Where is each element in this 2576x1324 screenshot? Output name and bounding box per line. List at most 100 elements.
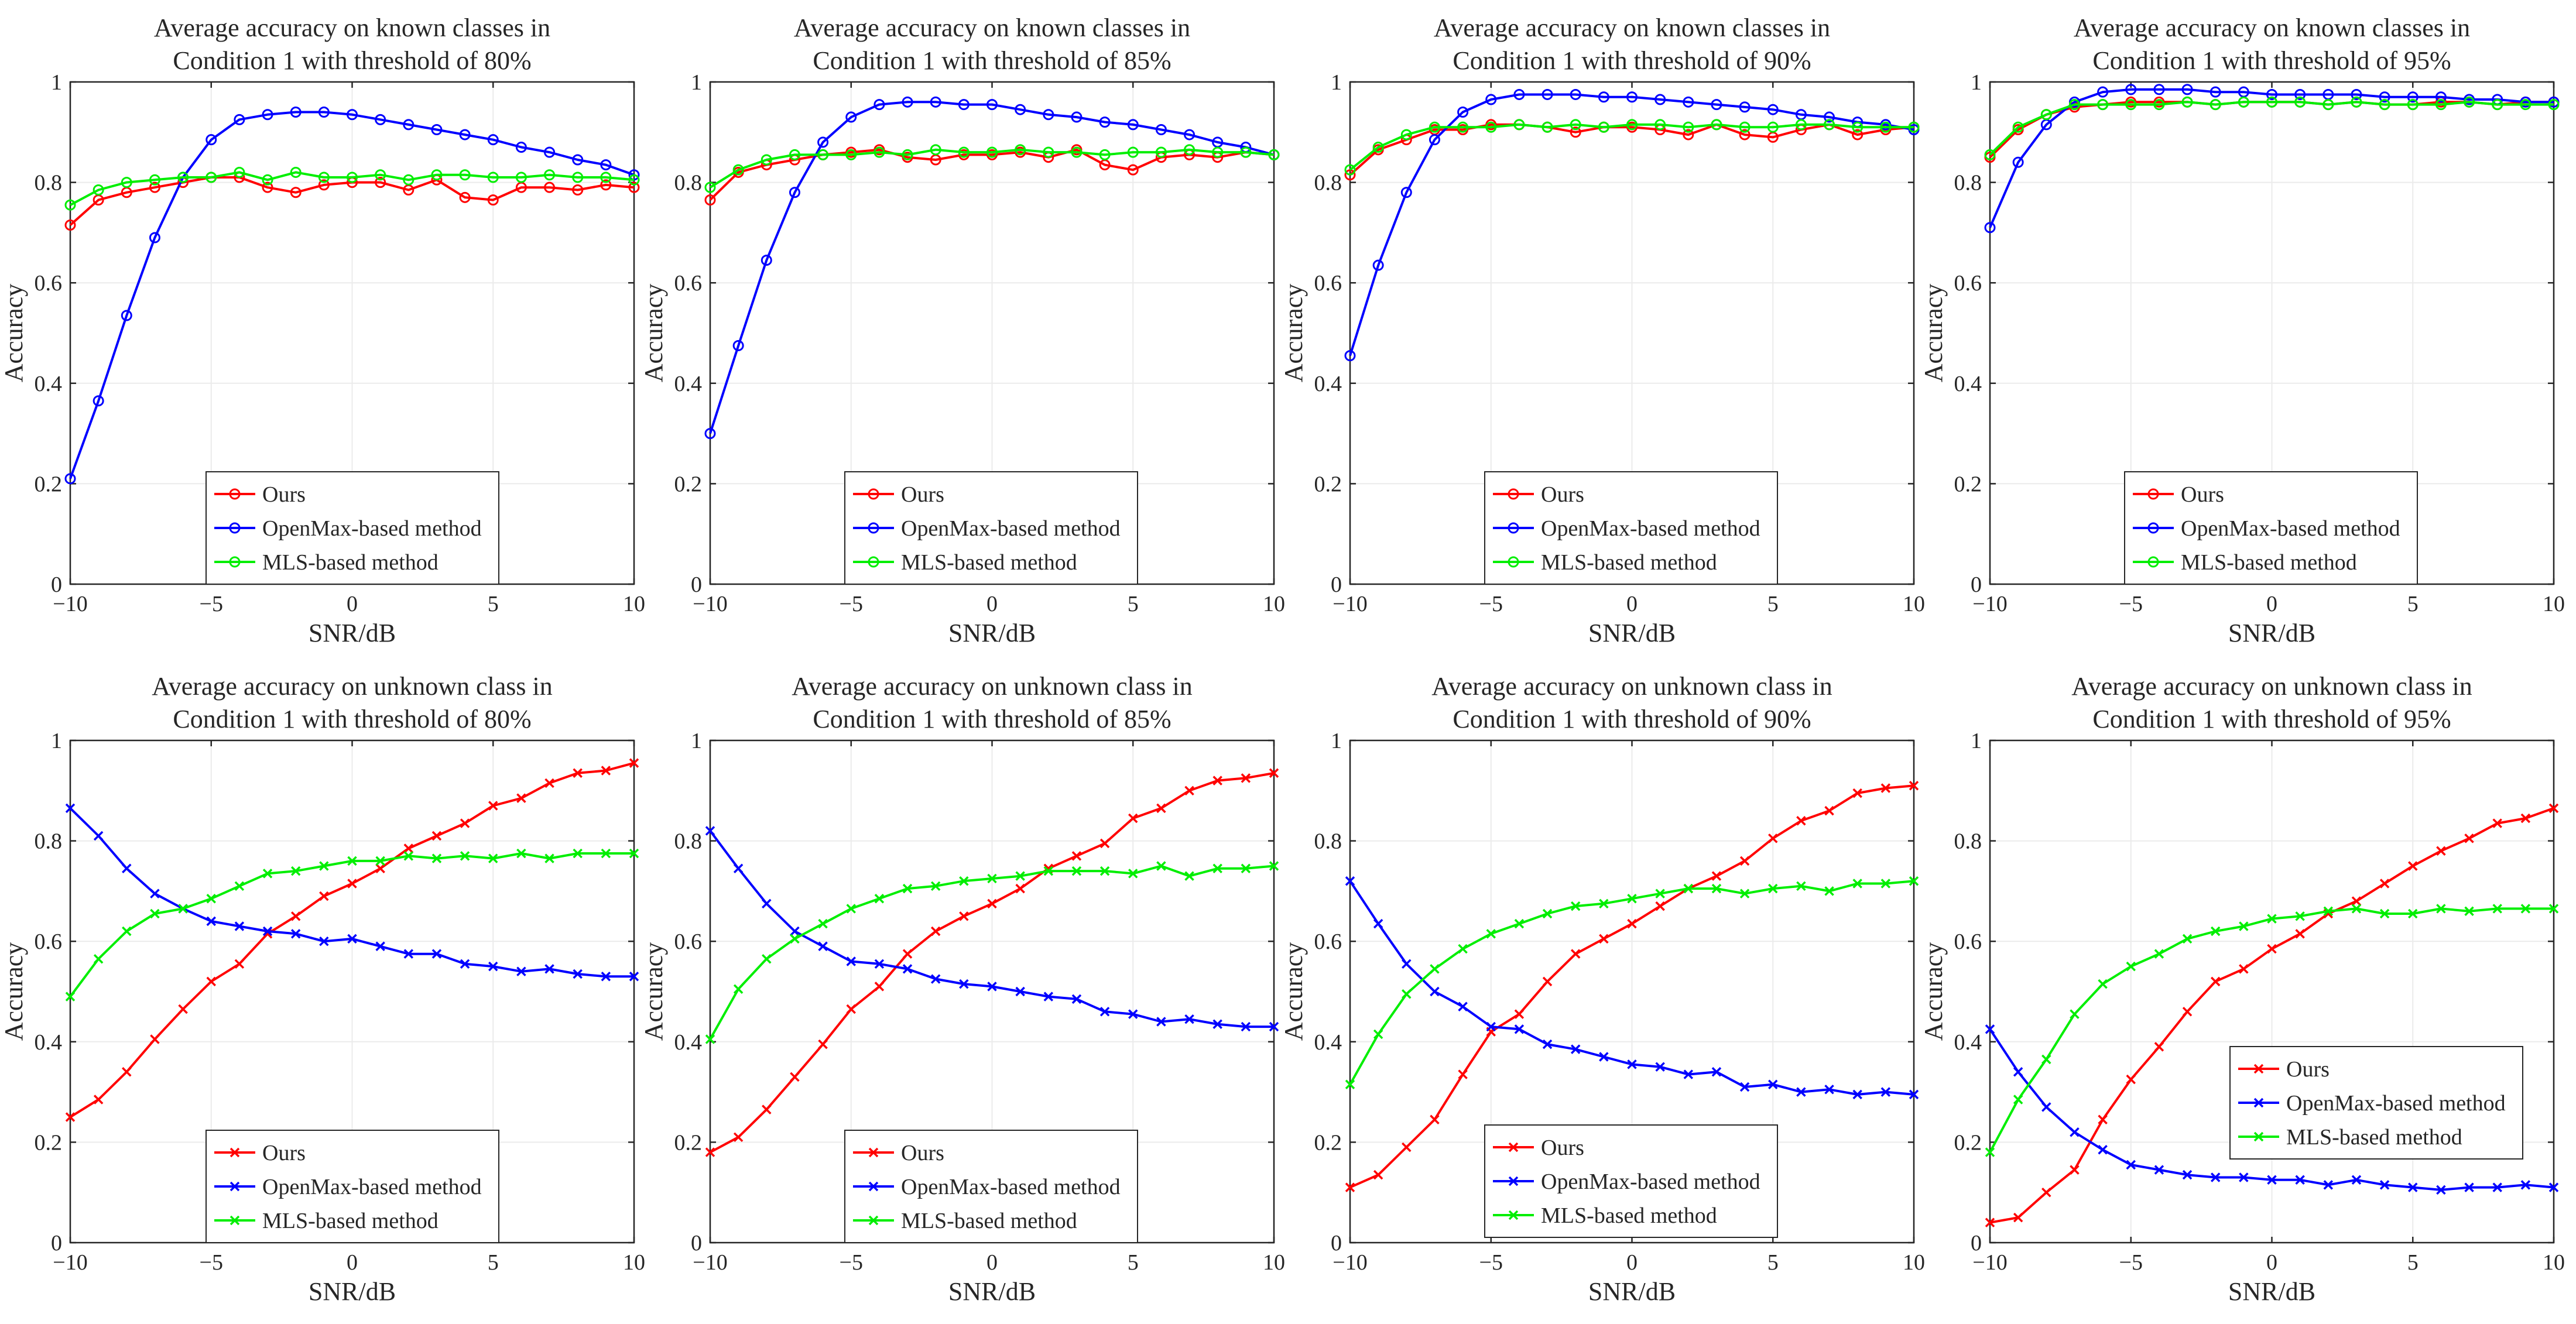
data-point <box>1127 119 1139 131</box>
data-point <box>1626 119 1638 131</box>
y-tick-label: 0.8 <box>35 171 63 195</box>
series-ours <box>705 768 1279 1157</box>
data-point <box>2182 1169 2193 1180</box>
data-point <box>1128 869 1138 879</box>
data-point <box>516 793 526 803</box>
data-point <box>1184 786 1194 796</box>
data-point <box>1599 1052 1609 1062</box>
y-tick-label: 0.6 <box>674 271 703 296</box>
data-point <box>930 96 941 108</box>
data-point <box>1344 350 1356 362</box>
data-point <box>2295 1175 2305 1185</box>
chart-title-line-1: Average accuracy on known classes in <box>794 13 1190 42</box>
data-point <box>1824 1085 1834 1095</box>
x-axis-label: SNR/dB <box>2228 1277 2315 1306</box>
data-point <box>1373 918 1383 929</box>
data-point <box>1683 96 1694 108</box>
data-point <box>1212 863 1222 874</box>
data-point <box>65 803 76 814</box>
y-tick-label: 0.8 <box>674 829 703 854</box>
series-openmax-based-method <box>64 106 640 485</box>
legend-marker <box>1508 522 1519 534</box>
data-point <box>762 898 772 909</box>
data-point <box>544 778 554 788</box>
legend-marker <box>229 522 241 534</box>
legend-marker <box>1508 488 1519 500</box>
x-tick-label: −5 <box>840 592 863 616</box>
data-point <box>2492 818 2502 828</box>
chart-panel-2: −10 −5 0 5 10 0 0.2 0.4 0.6 0.8 1 SNR/dB Accuracy Ave… <box>639 13 1285 647</box>
data-point <box>1768 1079 1778 1089</box>
legend-marker <box>229 1147 240 1158</box>
data-point <box>1099 866 1110 876</box>
legend-label: OpenMax-based method <box>262 516 482 541</box>
data-point <box>573 848 583 859</box>
legend-label: MLS-based method <box>901 550 1077 575</box>
data-point <box>178 1004 188 1014</box>
series-ours <box>1345 780 1919 1192</box>
legend-label: Ours <box>2181 482 2224 507</box>
data-point <box>403 949 414 959</box>
data-point <box>262 869 273 879</box>
data-point <box>818 918 828 929</box>
data-point <box>2436 1185 2446 1195</box>
data-point <box>1880 879 1891 889</box>
y-tick-label: 0 <box>1971 572 1982 597</box>
chart-title-line-1: Average accuracy on unknown class in <box>2071 672 2472 701</box>
data-point <box>150 1034 160 1044</box>
series-mls-based-method <box>65 848 639 1001</box>
data-point <box>515 142 527 153</box>
data-point <box>1269 1021 1279 1032</box>
data-point <box>2548 803 2559 814</box>
data-point <box>149 181 160 193</box>
data-point <box>1711 871 1722 881</box>
data-point <box>1984 149 1996 160</box>
data-point <box>205 171 217 183</box>
x-tick-label: −10 <box>1972 592 2007 616</box>
data-point <box>178 904 188 914</box>
y-axis-label: Accuracy <box>1919 942 1948 1041</box>
data-point <box>987 873 997 884</box>
legend-marker <box>229 1215 240 1226</box>
data-point <box>2407 91 2419 103</box>
y-tick-label: 0.6 <box>1954 929 1982 954</box>
legend-label: Ours <box>262 1141 306 1165</box>
data-point <box>2520 904 2531 914</box>
data-point <box>1796 881 1806 891</box>
data-point <box>2154 949 2164 959</box>
data-point <box>1627 894 1637 904</box>
data-point <box>1212 1019 1222 1030</box>
x-tick-label: 5 <box>2407 592 2419 616</box>
data-point <box>2070 1009 2080 1019</box>
data-point <box>629 972 639 982</box>
data-point <box>1711 1067 1722 1077</box>
data-point <box>930 974 941 984</box>
data-point <box>1241 863 1251 874</box>
data-point <box>2323 906 2334 916</box>
chart-title-line-1: Average accuracy on unknown class in <box>1431 672 1832 701</box>
data-point <box>2013 1095 2023 1105</box>
data-point <box>290 106 302 118</box>
data-point <box>1402 1142 1412 1153</box>
data-point <box>2181 96 2193 108</box>
data-point <box>1654 94 1666 105</box>
x-axis-label: SNR/dB <box>948 619 1036 647</box>
x-tick-label: 0 <box>2266 592 2277 616</box>
data-point <box>1570 949 1581 959</box>
data-point <box>2267 944 2277 954</box>
y-tick-label: 0.2 <box>1314 1130 1342 1155</box>
y-tick-label: 0 <box>1971 1231 1982 1256</box>
y-tick-label: 0.8 <box>1954 829 1982 854</box>
data-point <box>958 99 970 111</box>
y-tick-label: 0.6 <box>35 929 63 954</box>
legend-marker <box>1508 1176 1519 1186</box>
data-point <box>1796 1087 1806 1097</box>
data-point <box>818 941 828 952</box>
data-point <box>2492 1182 2502 1192</box>
data-point <box>705 1147 715 1157</box>
data-point <box>1711 883 1722 894</box>
data-point <box>347 171 358 183</box>
data-point <box>149 232 160 243</box>
data-point <box>347 109 358 121</box>
data-point <box>2013 1067 2023 1077</box>
